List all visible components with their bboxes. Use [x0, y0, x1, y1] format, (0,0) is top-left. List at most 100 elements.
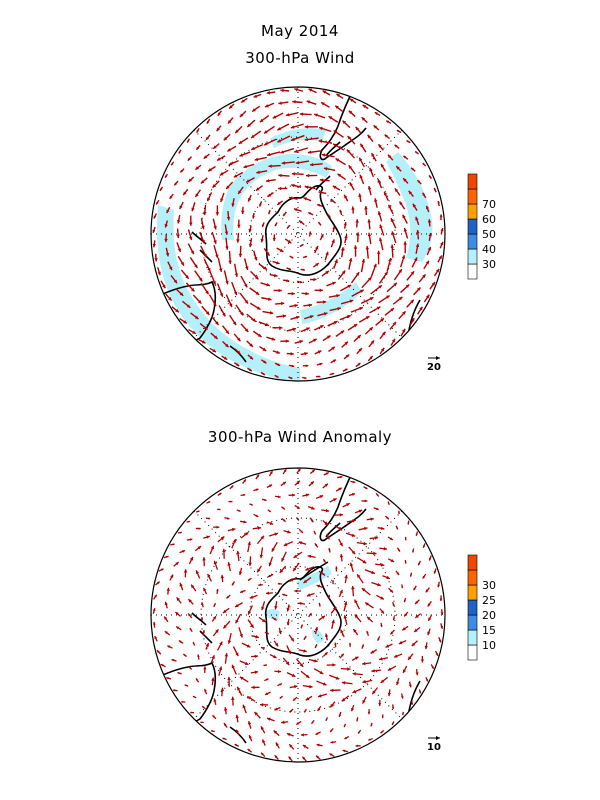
- wind-vector: [223, 133, 231, 141]
- wind-vector: [391, 721, 395, 726]
- wind-vector: [228, 500, 233, 503]
- wind-vector: [349, 98, 357, 104]
- wind-vector: [205, 517, 211, 520]
- wind-vector: [290, 315, 300, 320]
- wind-vector: [213, 602, 216, 608]
- wind-vector: [238, 627, 243, 638]
- wind-vector: [289, 255, 294, 259]
- wind-vector: [199, 231, 206, 244]
- wind-vector: [298, 541, 307, 545]
- wind-vector: [343, 614, 348, 626]
- wind-vector: [300, 733, 308, 737]
- wind-vector: [273, 729, 280, 737]
- wind-vector: [207, 573, 213, 582]
- wind-vector: [369, 536, 379, 540]
- wind-vector: [190, 584, 197, 592]
- wind-vector: [185, 282, 195, 292]
- wind-vector: [340, 247, 345, 258]
- wind-vector: [379, 608, 385, 614]
- wind-vector: [171, 658, 177, 662]
- wind-vector: [240, 493, 246, 497]
- africa-coast: [397, 680, 421, 750]
- wind-vector: [378, 294, 391, 304]
- wind-vector: [428, 232, 432, 241]
- wind-vector: [328, 547, 331, 553]
- wind-vector: [190, 312, 199, 320]
- wind-vector: [343, 353, 350, 360]
- wind-vector: [329, 307, 342, 312]
- wind-vector: [250, 670, 259, 674]
- wind-vector: [299, 243, 304, 248]
- wind-vector: [179, 201, 184, 210]
- wind-vector: [294, 589, 302, 593]
- wind-vector: [375, 317, 385, 326]
- wind-vector: [330, 740, 337, 744]
- wind-vector: [391, 704, 395, 709]
- wind-vector: [440, 609, 444, 616]
- wind-vector: [288, 743, 295, 750]
- wind-vector: [313, 262, 320, 268]
- wind-vector: [224, 224, 229, 235]
- wind-vector: [384, 134, 390, 140]
- wind-vector: [314, 350, 322, 355]
- wind-vector: [231, 581, 236, 586]
- wind-vector: [356, 556, 367, 564]
- wind-vector: [237, 219, 241, 228]
- wind-vector: [216, 588, 219, 595]
- wind-vector: [292, 562, 300, 572]
- wind-vector: [273, 288, 282, 293]
- wind-vector: [418, 689, 422, 694]
- wind-vector: [260, 752, 266, 758]
- bottom-anomaly-shading: [264, 566, 332, 644]
- wind-vector: [207, 165, 216, 172]
- wind-vector: [315, 731, 321, 736]
- wind-vector: [329, 497, 337, 503]
- wind-vector: [402, 711, 404, 716]
- wind-vector: [171, 306, 180, 313]
- wind-vector: [258, 321, 270, 327]
- wind-vector: [322, 519, 329, 527]
- wind-vector: [326, 663, 336, 667]
- wind-vector: [266, 90, 276, 95]
- wind-vector: [400, 693, 404, 699]
- wind-vector: [426, 246, 432, 256]
- wind-vector: [387, 689, 392, 697]
- wind-vector: [359, 143, 367, 153]
- wind-vector: [194, 164, 202, 171]
- wind-vector: [179, 549, 186, 554]
- wind-vector: [176, 242, 182, 253]
- wind-vector: [173, 180, 179, 186]
- top-map-boundary: [150, 86, 446, 382]
- wind-vector: [264, 678, 269, 682]
- wind-vector: [189, 627, 193, 633]
- wind-vector: [268, 532, 279, 537]
- wind-vector: [373, 507, 379, 511]
- wind-vector: [378, 237, 384, 251]
- wind-vector: [362, 661, 372, 666]
- wind-vector: [420, 655, 425, 663]
- wind-vector: [367, 232, 372, 245]
- wind-vector: [234, 125, 243, 134]
- wind-vector: [316, 300, 327, 304]
- wind-vector: [220, 687, 225, 697]
- wind-vector: [243, 258, 249, 271]
- meridian-line: [193, 510, 403, 720]
- wind-vector: [259, 346, 267, 352]
- wind-vector: [274, 601, 278, 610]
- wind-vector: [330, 359, 337, 364]
- wind-vector: [314, 245, 319, 254]
- wind-vector: [362, 696, 367, 704]
- wind-vector: [375, 563, 385, 567]
- wind-vector: [241, 642, 251, 648]
- wind-vector: [400, 284, 410, 294]
- wind-vector: [238, 137, 249, 145]
- wind-vector: [340, 299, 354, 305]
- wind-vector: [152, 621, 156, 628]
- top-color-legend: 30 40 50 60 70: [467, 173, 496, 280]
- wind-vector: [412, 203, 418, 211]
- wind-vector: [300, 624, 304, 629]
- wind-vector: [348, 546, 356, 555]
- wind-vector: [263, 125, 275, 134]
- wind-vector: [350, 704, 355, 712]
- wind-vector: [347, 135, 356, 145]
